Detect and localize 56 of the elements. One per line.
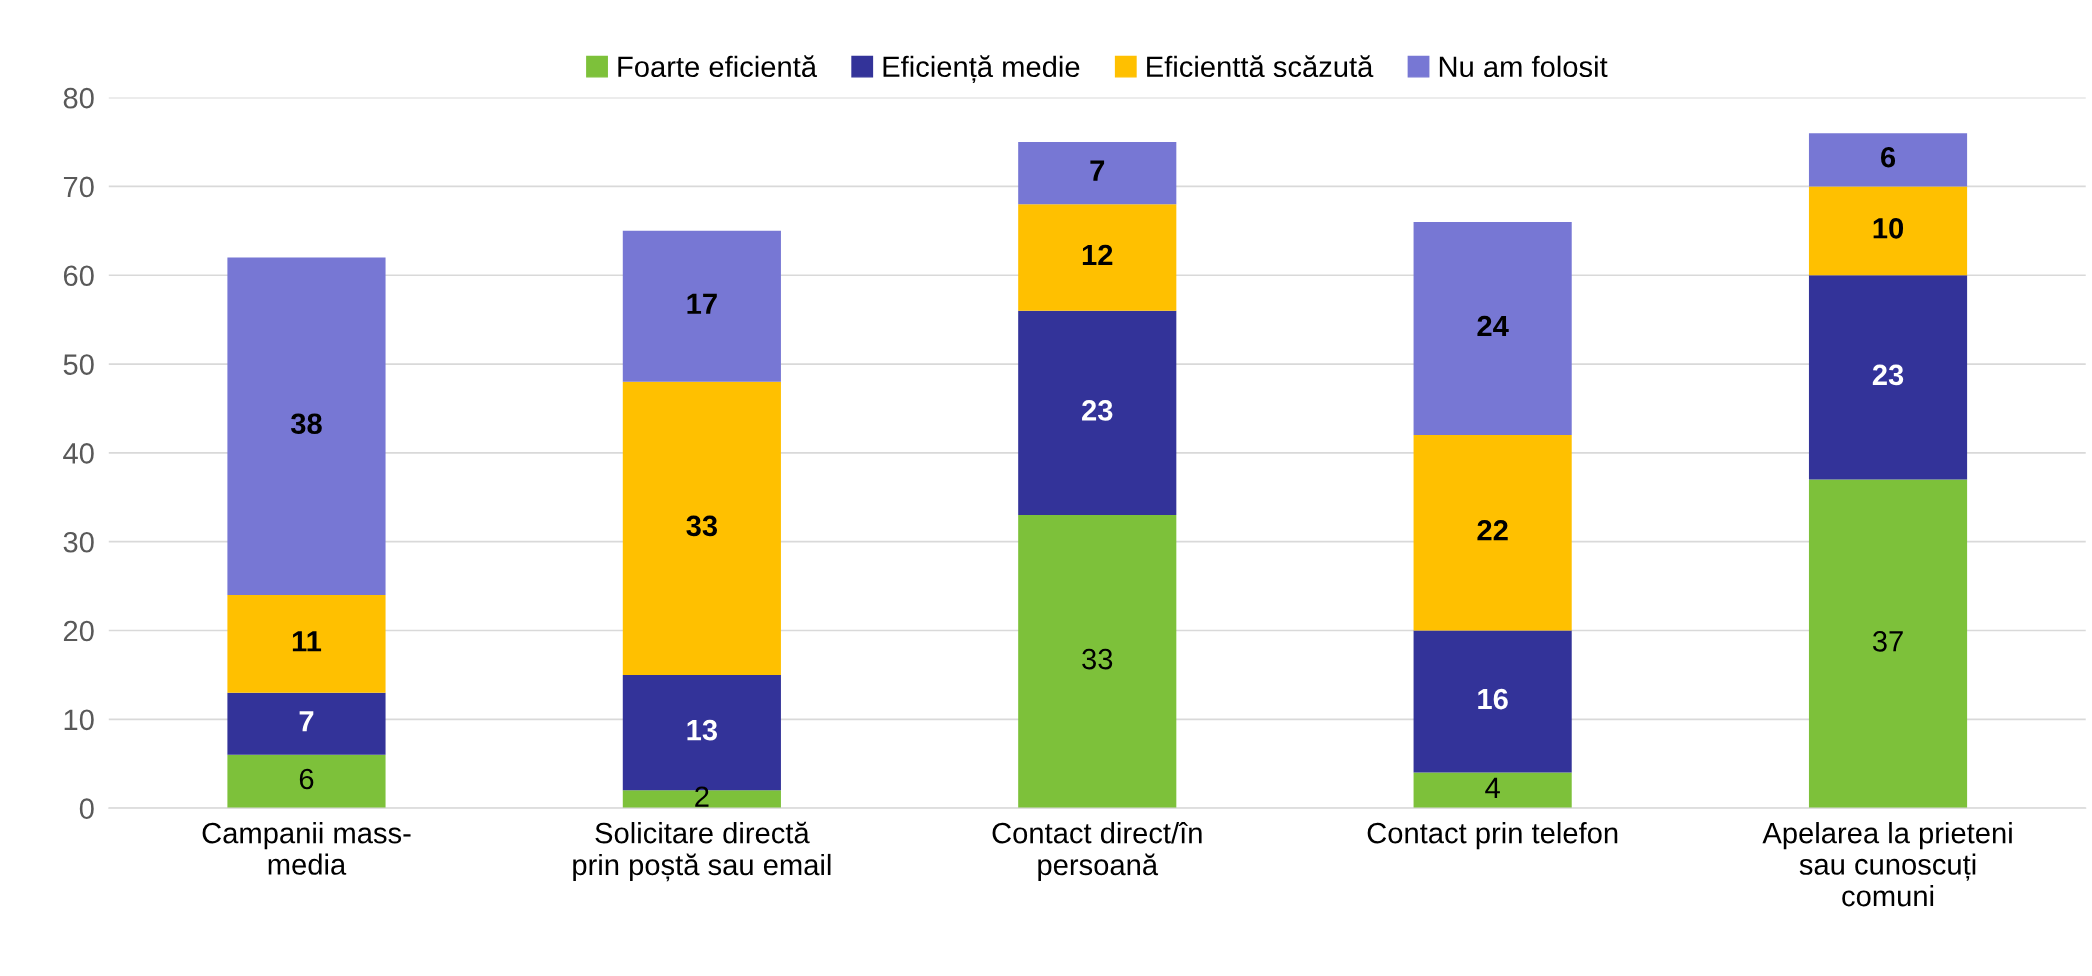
y-tick-label: 20 [63, 620, 94, 642]
bar [1413, 772, 1572, 809]
y-tick-label: 0 [79, 798, 94, 819]
data-label: 7 [299, 711, 314, 732]
data-label: 22 [1477, 519, 1508, 541]
bar [1808, 186, 1968, 276]
x-tick-label: Contact prin telefon [1367, 822, 1618, 850]
x-tick-label: Apelarea la prieteni sau cunoscuți comuni [1762, 822, 2012, 907]
y-tick-label: 40 [63, 443, 94, 464]
data-label: 33 [1082, 648, 1113, 670]
legend-label: Eficiență medie [883, 55, 1080, 84]
data-label: 38 [290, 413, 322, 435]
bar [227, 754, 386, 809]
legend-label: Nu am folosit [1439, 55, 1608, 78]
data-label: 2 [695, 786, 709, 807]
y-tick-label: 80 [63, 87, 94, 109]
data-label: 24 [1477, 315, 1509, 337]
data-label: 37 [1872, 630, 1903, 652]
x-tick-label: Solicitare directă prin poștă sau email [573, 821, 831, 882]
x-tick-label: Campanii mass- media [202, 822, 411, 875]
data-label: 23 [1082, 400, 1113, 421]
bar [622, 381, 781, 675]
y-tick-label: 70 [63, 176, 94, 198]
data-label: 13 [687, 719, 718, 741]
bar [227, 594, 386, 693]
bar [1413, 221, 1572, 436]
data-label: 11 [292, 631, 322, 652]
data-label: 33 [686, 515, 718, 537]
data-label: 6 [1880, 146, 1896, 168]
bar [1808, 275, 1968, 480]
bar [1808, 479, 1968, 809]
legend-label: Foarte eficientă [618, 55, 818, 78]
data-label: 4 [1485, 777, 1500, 798]
bar [1413, 435, 1572, 631]
data-label: 12 [1082, 244, 1113, 266]
bar [1018, 515, 1177, 809]
data-label: 6 [299, 768, 314, 790]
data-label: 23 [1872, 364, 1904, 386]
bar [1018, 310, 1177, 516]
bar [1808, 133, 1968, 187]
data-label: 17 [687, 293, 717, 314]
bar [1018, 204, 1177, 311]
bar [1413, 630, 1572, 773]
bar [227, 257, 386, 595]
data-label: 16 [1478, 688, 1508, 710]
data-label: 7 [1090, 160, 1105, 181]
y-tick-label: 50 [63, 354, 94, 375]
data-label: 10 [1873, 218, 1904, 239]
y-tick-label: 30 [63, 531, 94, 553]
x-tick-label: Contact direct/în persoană [992, 821, 1202, 882]
y-tick-label: 60 [63, 265, 94, 287]
bar [1018, 142, 1177, 205]
y-tick-label: 10 [64, 709, 94, 731]
bar [622, 230, 781, 382]
legend-label: Eficienttă scăzută [1147, 55, 1374, 78]
bar [227, 692, 386, 755]
